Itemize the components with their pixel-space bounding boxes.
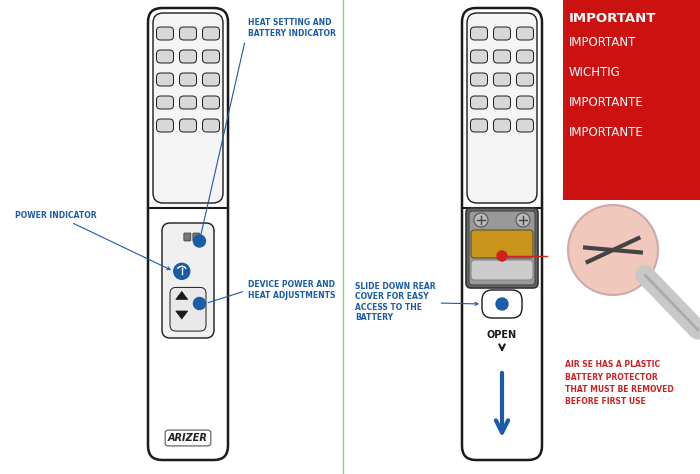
Circle shape bbox=[568, 205, 658, 295]
Text: IMPORTANT: IMPORTANT bbox=[569, 36, 636, 48]
FancyBboxPatch shape bbox=[462, 8, 542, 460]
Circle shape bbox=[497, 251, 507, 261]
FancyBboxPatch shape bbox=[157, 50, 174, 63]
Text: ARIZER: ARIZER bbox=[168, 433, 208, 443]
FancyBboxPatch shape bbox=[148, 8, 228, 460]
FancyBboxPatch shape bbox=[170, 287, 206, 331]
FancyBboxPatch shape bbox=[179, 27, 197, 40]
FancyBboxPatch shape bbox=[179, 96, 197, 109]
FancyBboxPatch shape bbox=[179, 119, 197, 132]
Circle shape bbox=[193, 298, 205, 310]
Text: OPEN: OPEN bbox=[487, 330, 517, 340]
FancyBboxPatch shape bbox=[157, 96, 174, 109]
Text: IMPORTANT: IMPORTANT bbox=[569, 11, 657, 25]
FancyBboxPatch shape bbox=[470, 73, 487, 86]
FancyBboxPatch shape bbox=[153, 13, 223, 203]
Text: SLIDE DOWN REAR
COVER FOR EASY
ACCESS TO THE
BATTERY: SLIDE DOWN REAR COVER FOR EASY ACCESS TO… bbox=[355, 282, 478, 322]
FancyBboxPatch shape bbox=[467, 13, 537, 203]
Polygon shape bbox=[176, 311, 188, 319]
FancyBboxPatch shape bbox=[494, 119, 510, 132]
FancyBboxPatch shape bbox=[184, 233, 191, 241]
FancyBboxPatch shape bbox=[470, 96, 487, 109]
FancyBboxPatch shape bbox=[466, 208, 538, 288]
Text: HEAT SETTING AND
BATTERY INDICATOR: HEAT SETTING AND BATTERY INDICATOR bbox=[200, 18, 336, 238]
Text: POWER INDICATOR: POWER INDICATOR bbox=[15, 210, 170, 270]
FancyBboxPatch shape bbox=[494, 50, 510, 63]
FancyBboxPatch shape bbox=[179, 73, 197, 86]
Circle shape bbox=[516, 213, 530, 227]
FancyBboxPatch shape bbox=[193, 233, 200, 241]
Circle shape bbox=[193, 235, 205, 247]
FancyBboxPatch shape bbox=[469, 211, 535, 285]
FancyBboxPatch shape bbox=[157, 73, 174, 86]
FancyBboxPatch shape bbox=[470, 50, 487, 63]
Circle shape bbox=[474, 213, 488, 227]
Text: IMPORTANTE: IMPORTANTE bbox=[569, 126, 644, 138]
FancyBboxPatch shape bbox=[517, 27, 533, 40]
Circle shape bbox=[496, 298, 508, 310]
Circle shape bbox=[174, 263, 190, 279]
FancyBboxPatch shape bbox=[202, 73, 220, 86]
Text: IMPORTANTE: IMPORTANTE bbox=[569, 95, 644, 109]
FancyBboxPatch shape bbox=[517, 96, 533, 109]
Polygon shape bbox=[176, 292, 188, 300]
FancyBboxPatch shape bbox=[202, 27, 220, 40]
FancyBboxPatch shape bbox=[482, 290, 522, 318]
FancyBboxPatch shape bbox=[202, 119, 220, 132]
FancyBboxPatch shape bbox=[494, 73, 510, 86]
Text: DEVICE POWER AND
HEAT ADJUSTMENTS: DEVICE POWER AND HEAT ADJUSTMENTS bbox=[208, 280, 335, 303]
FancyBboxPatch shape bbox=[517, 73, 533, 86]
FancyBboxPatch shape bbox=[517, 119, 533, 132]
FancyBboxPatch shape bbox=[563, 0, 700, 200]
FancyBboxPatch shape bbox=[494, 27, 510, 40]
FancyBboxPatch shape bbox=[202, 50, 220, 63]
Text: WICHTIG: WICHTIG bbox=[569, 65, 621, 79]
FancyBboxPatch shape bbox=[202, 96, 220, 109]
Text: AIR SE HAS A PLASTIC
BATTERY PROTECTOR
THAT MUST BE REMOVED
BEFORE FIRST USE: AIR SE HAS A PLASTIC BATTERY PROTECTOR T… bbox=[565, 360, 673, 407]
FancyBboxPatch shape bbox=[517, 50, 533, 63]
FancyBboxPatch shape bbox=[470, 27, 487, 40]
FancyBboxPatch shape bbox=[157, 27, 174, 40]
FancyBboxPatch shape bbox=[179, 50, 197, 63]
FancyBboxPatch shape bbox=[157, 119, 174, 132]
FancyBboxPatch shape bbox=[470, 119, 487, 132]
FancyBboxPatch shape bbox=[494, 96, 510, 109]
FancyBboxPatch shape bbox=[162, 223, 214, 338]
FancyBboxPatch shape bbox=[471, 230, 533, 258]
FancyBboxPatch shape bbox=[471, 260, 533, 280]
